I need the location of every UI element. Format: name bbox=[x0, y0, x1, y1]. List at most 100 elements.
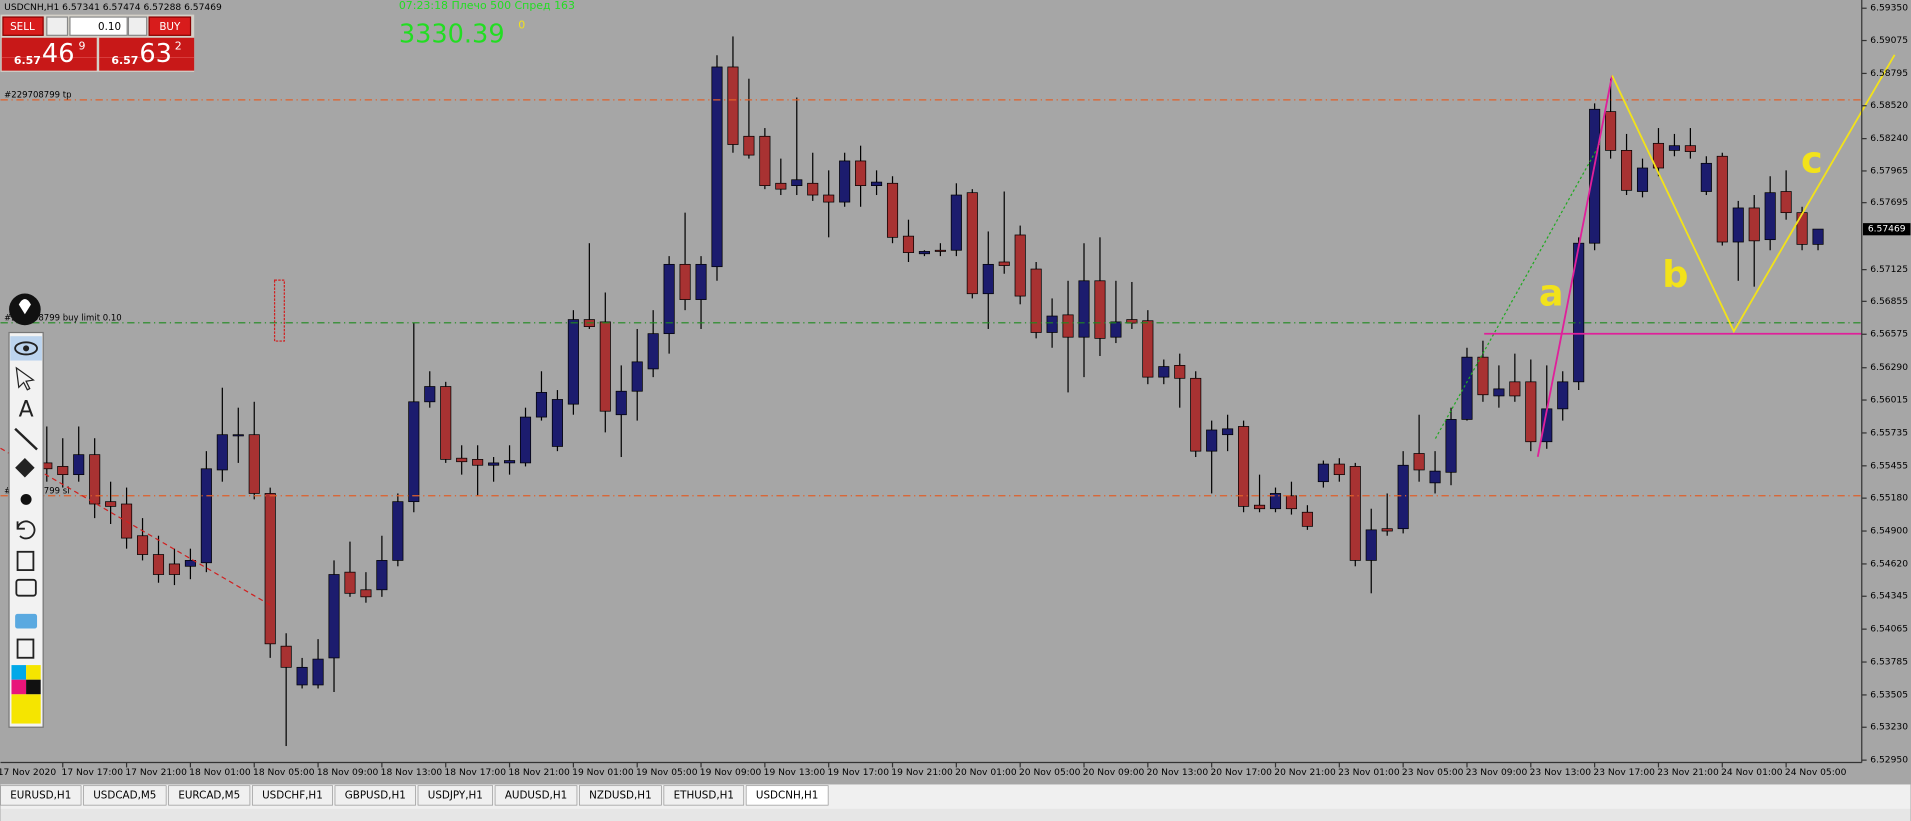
x-tick-label: 23 Nov 09:00 bbox=[1466, 768, 1528, 778]
last-price-tag bbox=[1862, 223, 1911, 236]
tab-label[interactable]: USDCNH,H1 bbox=[756, 789, 819, 801]
tool-clipboard[interactable] bbox=[16, 638, 35, 659]
tool-eraser[interactable] bbox=[15, 458, 35, 478]
x-tick-label: 20 Nov 17:00 bbox=[1210, 768, 1272, 778]
tool-dot[interactable] bbox=[20, 493, 32, 505]
tab-label[interactable]: EURCAD,M5 bbox=[178, 789, 240, 801]
tab[interactable] bbox=[251, 785, 333, 806]
x-tick-label: 20 Nov 01:00 bbox=[955, 768, 1017, 778]
tab[interactable] bbox=[417, 785, 494, 806]
y-tick-label: 6.54900 bbox=[1870, 527, 1908, 537]
icon bbox=[18, 299, 31, 315]
color-swatch[interactable] bbox=[26, 679, 41, 695]
buy-frac[interactable]: 2 bbox=[175, 39, 182, 52]
tool-cursor[interactable] bbox=[15, 366, 35, 391]
buy-text[interactable]: BUY bbox=[159, 21, 181, 33]
candle-body bbox=[886, 182, 899, 238]
candle-body bbox=[727, 66, 739, 145]
sell-price-box[interactable] bbox=[1, 37, 97, 71]
wave-line bbox=[1611, 54, 1896, 334]
color-swatch[interactable] bbox=[26, 665, 41, 680]
tab-label[interactable]: NZDUSD,H1 bbox=[589, 789, 652, 801]
tab[interactable] bbox=[334, 785, 416, 806]
tab[interactable] bbox=[168, 785, 251, 806]
tab-label[interactable]: EURUSD,H1 bbox=[10, 789, 71, 801]
tab[interactable] bbox=[0, 785, 82, 806]
lot-up[interactable] bbox=[127, 16, 148, 36]
candle-body bbox=[855, 160, 867, 186]
lot-value[interactable]: 0.10 bbox=[98, 21, 121, 33]
x-tick-label: 18 Nov 01:00 bbox=[189, 768, 251, 778]
sell-button[interactable] bbox=[2, 16, 44, 36]
x-tick-label: 17 Nov 21:00 bbox=[125, 768, 187, 778]
candle-body bbox=[1509, 381, 1521, 397]
buy-pips[interactable]: 63 bbox=[139, 39, 172, 69]
tab-label[interactable]: USDJPY,H1 bbox=[428, 789, 483, 801]
tool-undo[interactable] bbox=[16, 520, 36, 540]
lot-input[interactable] bbox=[69, 16, 128, 36]
color-swatch[interactable] bbox=[11, 679, 27, 695]
tab-label[interactable]: AUDUSD,H1 bbox=[505, 789, 567, 801]
candle-body bbox=[312, 658, 324, 686]
candle-body bbox=[1349, 466, 1361, 561]
candle-body bbox=[695, 263, 707, 300]
tab[interactable] bbox=[745, 785, 829, 806]
sell-pips[interactable]: 46 bbox=[42, 39, 75, 69]
candle-body bbox=[488, 462, 500, 466]
tab[interactable] bbox=[663, 785, 745, 806]
x-tick-label: 19 Nov 17:00 bbox=[827, 768, 889, 778]
candle-body bbox=[73, 454, 85, 476]
tool-delete[interactable] bbox=[16, 550, 35, 571]
candle-body bbox=[711, 66, 723, 268]
toolbar: A bbox=[8, 293, 44, 728]
buy-button[interactable] bbox=[148, 16, 192, 36]
y-tick-label: 6.57125 bbox=[1870, 265, 1908, 275]
sell-text[interactable]: SELL bbox=[10, 21, 35, 33]
candle-body bbox=[1253, 504, 1266, 510]
buy-big[interactable]: 6.57 bbox=[111, 54, 138, 67]
x-tick-label: 18 Nov 21:00 bbox=[508, 768, 570, 778]
last-price-label: 6.57469 bbox=[1868, 225, 1906, 235]
candle-body bbox=[791, 179, 803, 186]
candle-body bbox=[1365, 529, 1377, 561]
candle-body bbox=[631, 361, 643, 392]
icon bbox=[14, 341, 38, 356]
sell-big[interactable]: 6.57 bbox=[14, 54, 41, 67]
candle-body bbox=[1397, 464, 1409, 530]
tool-screenshot[interactable] bbox=[15, 613, 38, 629]
candle-body bbox=[759, 135, 771, 186]
x-tick-label: 19 Nov 05:00 bbox=[636, 768, 698, 778]
lot-down[interactable] bbox=[46, 16, 69, 36]
tab-label[interactable]: ETHUSD,H1 bbox=[674, 789, 734, 801]
tab-label[interactable]: USDCAD,M5 bbox=[93, 789, 156, 801]
x-tick-label: 18 Nov 05:00 bbox=[253, 768, 315, 778]
x-tick-label: 20 Nov 09:00 bbox=[1083, 768, 1145, 778]
candle-body bbox=[280, 645, 292, 668]
candle-body bbox=[1238, 426, 1250, 507]
tab[interactable] bbox=[579, 785, 662, 806]
tool-template[interactable] bbox=[15, 578, 37, 597]
buy-price-box[interactable] bbox=[99, 37, 195, 71]
tab[interactable] bbox=[494, 785, 578, 806]
tab-label[interactable]: USDCHF,H1 bbox=[262, 789, 323, 801]
candle-body bbox=[1110, 321, 1122, 338]
tool-line[interactable] bbox=[14, 427, 38, 451]
tool-text[interactable]: A bbox=[19, 398, 34, 423]
candle-body bbox=[535, 392, 548, 418]
symbol-info: USDCNH,H1 6.57341 6.57474 6.57288 6.5746… bbox=[4, 3, 222, 13]
marker bbox=[273, 279, 285, 342]
color-current[interactable] bbox=[11, 694, 41, 724]
candle-body bbox=[216, 434, 228, 471]
candle-body bbox=[1477, 356, 1489, 396]
counter: 0 bbox=[518, 19, 525, 32]
candle-body bbox=[152, 554, 165, 575]
toolbar-panel bbox=[8, 331, 44, 728]
tab[interactable] bbox=[83, 785, 167, 806]
tab-label[interactable]: GBPUSD,H1 bbox=[345, 789, 406, 801]
color-swatch[interactable] bbox=[11, 665, 27, 680]
sell-frac[interactable]: 9 bbox=[78, 39, 85, 52]
plot-area bbox=[41, 36, 1824, 747]
y-tick-label: 6.53230 bbox=[1870, 723, 1908, 733]
